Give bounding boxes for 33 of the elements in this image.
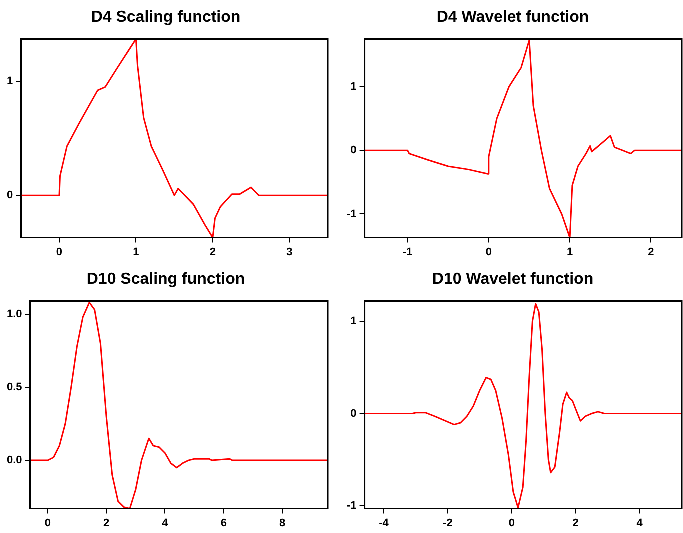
x-tick-label: 2 (210, 246, 216, 258)
y-tick-label: 0 (350, 144, 357, 157)
chart-title: D4 Wavelet function (436, 9, 590, 26)
x-tick-label: 0 (486, 246, 492, 258)
y-tick-label: 0.5 (6, 381, 22, 394)
x-tick-label: 0 (44, 517, 51, 530)
y-tick-label: -1 (347, 500, 357, 512)
x-tick-label: 4 (636, 517, 644, 530)
x-tick-label: -2 (443, 517, 453, 530)
y-tick-label: 1 (6, 75, 14, 88)
chart-title: D10 Wavelet function (432, 271, 594, 288)
x-tick-label: 0 (56, 246, 63, 258)
chart-title: D10 Scaling function (86, 271, 246, 288)
y-tick-label: 0 (6, 190, 14, 202)
y-tick-label: 0 (350, 408, 357, 420)
y-tick-label: 1 (350, 80, 357, 93)
x-tick-label: 2 (103, 517, 110, 530)
y-tick-label: 1.0 (6, 308, 22, 320)
chart-title: D4 Scaling function (91, 9, 241, 26)
x-tick-label: 6 (220, 517, 227, 530)
y-tick-label: 0.0 (6, 454, 22, 467)
x-tick-label: 2 (572, 517, 579, 530)
x-tick-label: -4 (379, 517, 390, 530)
x-tick-label: 0 (508, 517, 515, 530)
x-tick-label: 8 (279, 517, 286, 530)
x-tick-label: 3 (286, 246, 293, 258)
x-tick-label: 1 (566, 246, 574, 258)
x-tick-label: 2 (648, 246, 654, 258)
x-tick-label: 1 (133, 246, 140, 258)
y-tick-label: -1 (347, 208, 357, 220)
x-tick-label: 4 (162, 517, 170, 530)
y-tick-label: 1 (350, 316, 357, 328)
x-tick-label: -1 (402, 246, 413, 258)
